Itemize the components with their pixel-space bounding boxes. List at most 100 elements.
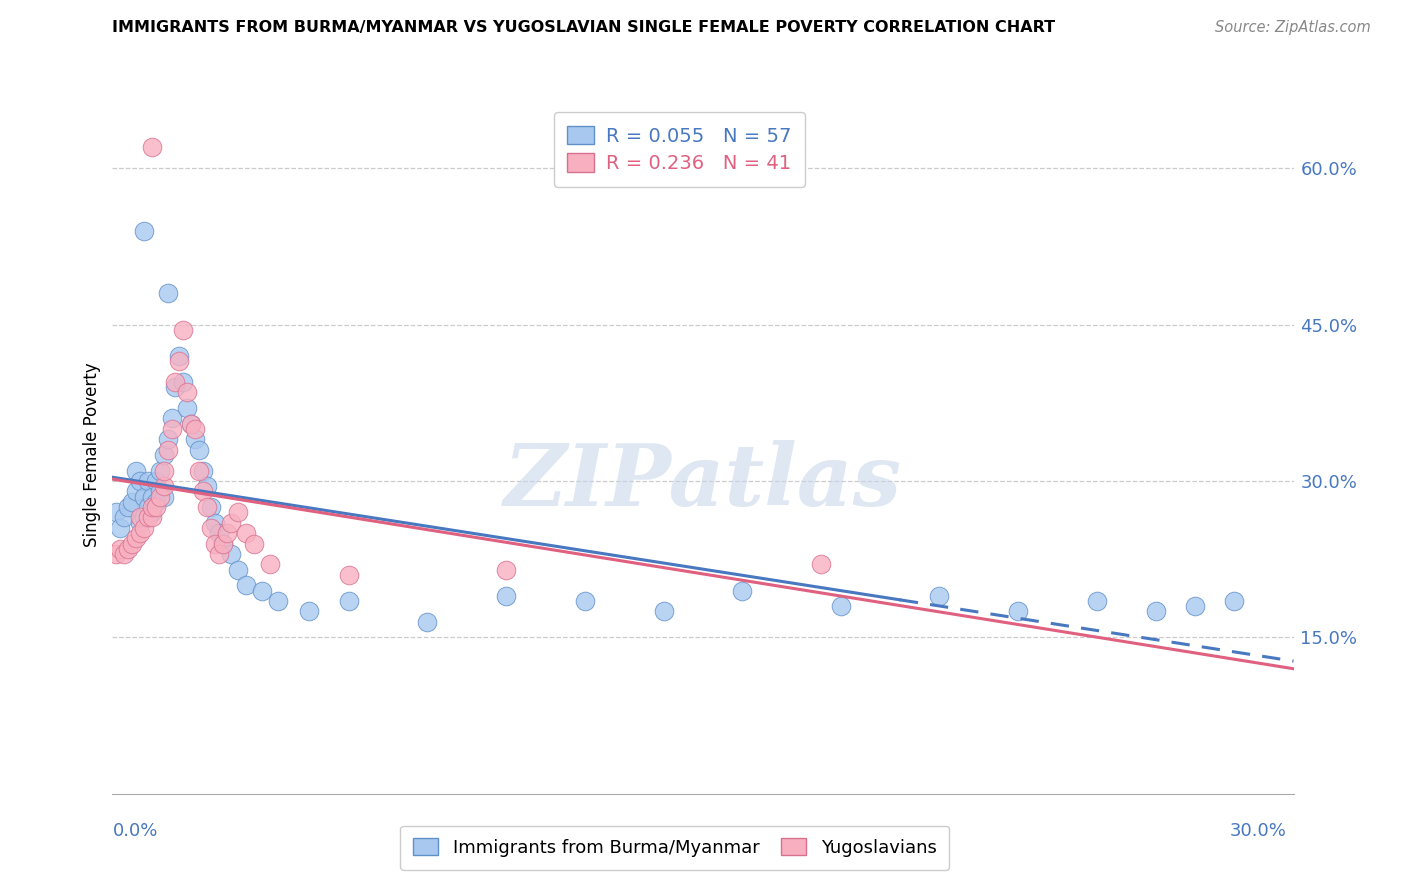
Point [160,422,183,436]
Point [172,375,194,389]
Point [169,354,191,368]
Point [145,474,167,488]
Point [200,521,222,535]
Point [110,541,132,556]
Point [1085,594,1108,608]
Point [243,536,266,550]
Point [145,500,167,514]
Point [121,536,143,550]
Point [191,464,214,478]
Point [141,500,163,514]
Point [652,604,675,618]
Point [337,567,360,582]
Point [928,589,950,603]
Point [149,484,172,499]
Point [125,532,148,546]
Point [180,417,202,431]
Point [172,323,194,337]
Point [129,526,152,541]
Point [298,604,321,618]
Point [180,417,202,431]
Point [141,140,163,154]
Point [112,510,135,524]
Point [810,558,832,572]
Point [165,375,187,389]
Point [129,516,152,530]
Point [195,479,218,493]
Point [129,474,152,488]
Point [215,526,238,541]
Point [184,432,207,446]
Point [204,516,226,530]
Point [152,464,174,478]
Y-axis label: Single Female Poverty: Single Female Poverty [83,363,101,547]
Point [152,448,174,462]
Point [132,510,155,524]
Point [211,536,233,550]
Point [200,500,222,514]
Point [495,589,517,603]
Point [110,521,132,535]
Point [165,380,187,394]
Point [149,464,172,478]
Point [228,563,250,577]
Point [169,349,191,363]
Text: Source: ZipAtlas.com: Source: ZipAtlas.com [1215,20,1371,35]
Text: 30.0%: 30.0% [1230,822,1286,839]
Point [132,224,155,238]
Text: ZIPatlas: ZIPatlas [503,441,903,524]
Point [208,547,231,561]
Point [204,536,226,550]
Point [129,510,152,524]
Point [125,484,148,499]
Point [141,490,163,504]
Text: IMMIGRANTS FROM BURMA/MYANMAR VS YUGOSLAVIAN SINGLE FEMALE POVERTY CORRELATION C: IMMIGRANTS FROM BURMA/MYANMAR VS YUGOSLA… [112,20,1056,35]
Point [152,479,174,493]
Point [191,484,214,499]
Point [267,594,290,608]
Point [156,442,179,457]
Point [219,516,242,530]
Point [416,615,439,629]
Point [1007,604,1029,618]
Point [259,558,281,572]
Point [156,432,179,446]
Point [136,474,159,488]
Point [132,490,155,504]
Point [176,401,198,415]
Point [1184,599,1206,614]
Point [574,594,596,608]
Point [830,599,852,614]
Point [235,526,257,541]
Point [141,505,163,519]
Point [136,510,159,524]
Point [188,464,211,478]
Point [250,583,273,598]
Point [495,563,517,577]
Point [1144,604,1167,618]
Legend: Immigrants from Burma/Myanmar, Yugoslavians: Immigrants from Burma/Myanmar, Yugoslavi… [401,825,949,870]
Point [132,521,155,535]
Point [235,578,257,592]
Point [228,505,250,519]
Point [184,422,207,436]
Point [211,536,233,550]
Point [145,495,167,509]
Point [105,505,128,519]
Point [117,541,139,556]
Point [149,490,172,504]
Point [160,411,183,425]
Point [188,442,211,457]
Point [219,547,242,561]
Point [136,500,159,514]
Point [337,594,360,608]
Point [195,500,218,514]
Point [1223,594,1246,608]
Point [125,464,148,478]
Point [731,583,754,598]
Legend: R = 0.055   N = 57, R = 0.236   N = 41: R = 0.055 N = 57, R = 0.236 N = 41 [554,112,806,187]
Point [176,385,198,400]
Text: 0.0%: 0.0% [112,822,157,839]
Point [105,547,128,561]
Point [121,495,143,509]
